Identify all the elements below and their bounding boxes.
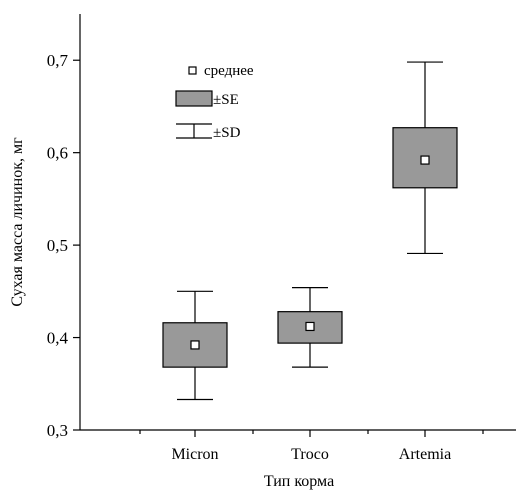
- y-tick-label: 0,4: [47, 329, 69, 348]
- x-ticks: Micron Troco Artemia: [139, 430, 484, 463]
- y-tick-label: 0,7: [47, 51, 69, 70]
- legend-se-label: ±SE: [213, 92, 239, 108]
- x-tick-label: Artemia: [399, 446, 451, 463]
- y-tick-label: 0,5: [47, 236, 68, 255]
- legend: среднее ±SE ±SD: [175, 63, 254, 141]
- y-axis-title: Сухая масса личинок, мг: [9, 137, 26, 307]
- se-box: [277, 311, 343, 344]
- legend-mean-label: среднее: [204, 63, 254, 79]
- boxes: [162, 61, 458, 401]
- y-ticks: 0,3 0,4 0,5 0,6 0,7: [47, 51, 80, 440]
- y-tick-label: 0,6: [47, 144, 68, 163]
- legend-se-swatch: [175, 90, 213, 107]
- legend-mean-marker: [188, 66, 197, 75]
- x-axis-title: Тип корма: [264, 473, 334, 490]
- mean-marker: [305, 321, 315, 332]
- legend-sd-symbol: [176, 123, 212, 139]
- y-tick-label: 0,3: [47, 421, 68, 440]
- mean-marker: [190, 340, 200, 350]
- x-tick-label: Micron: [171, 446, 218, 463]
- legend-sd-label: ±SD: [213, 125, 241, 141]
- mean-marker: [420, 155, 430, 165]
- x-tick-label: Troco: [291, 446, 329, 463]
